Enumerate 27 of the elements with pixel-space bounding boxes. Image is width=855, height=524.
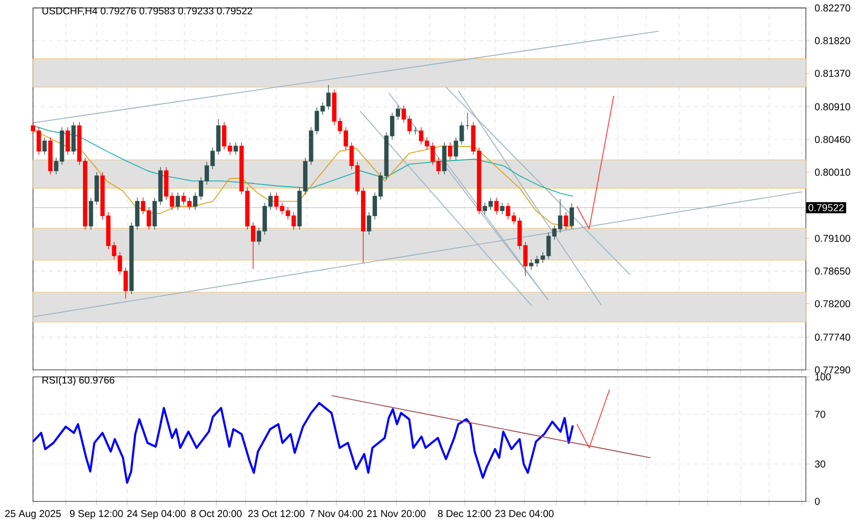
x-tick-label: 8 Dec 12:00 <box>438 510 491 518</box>
ref-line-label: 0.79522 <box>808 204 844 212</box>
chart-title: RSI(13) 60.9766 <box>42 376 114 386</box>
x-tick-label: 8 Oct 20:00 <box>191 510 242 518</box>
y-tick-label: 30 <box>814 460 826 468</box>
y-tick-label: 0.81370 <box>814 70 850 78</box>
y-tick-label: 0.80010 <box>814 168 850 176</box>
y-tick-label: 70 <box>815 410 826 418</box>
y-tick-label: 0.79100 <box>814 235 850 242</box>
x-tick-label: 25 Aug 2025 <box>5 510 61 520</box>
y-tick-label: 0.77290 <box>814 366 850 374</box>
x-tick-label: 23 Oct 12:00 <box>248 510 304 518</box>
y-tick-label: 0.80460 <box>814 136 850 144</box>
y-tick-label: 100 <box>815 374 831 381</box>
y-tick-label: 0.82270 <box>814 4 850 12</box>
y-tick-label: 0.78650 <box>814 268 850 275</box>
x-tick-label: 9 Sep 12:00 <box>70 510 123 520</box>
x-tick-label: 7 Nov 04:00 <box>310 510 363 518</box>
y-tick-label: 0.77740 <box>814 334 850 341</box>
chart-title: USDCHF,H4 0.79276 0.79583 0.79233 0.79522 <box>42 8 252 16</box>
y-tick-label: 0.80910 <box>814 104 850 111</box>
y-tick-label: 0.78200 <box>814 300 850 308</box>
y-tick-label: 0.81820 <box>814 37 850 44</box>
x-tick-label: 21 Nov 20:00 <box>367 510 426 518</box>
x-tick-label: 23 Dec 04:00 <box>495 510 554 518</box>
x-tick-label: 24 Sep 04:00 <box>127 510 186 520</box>
y-tick-label: 0 <box>814 498 820 506</box>
